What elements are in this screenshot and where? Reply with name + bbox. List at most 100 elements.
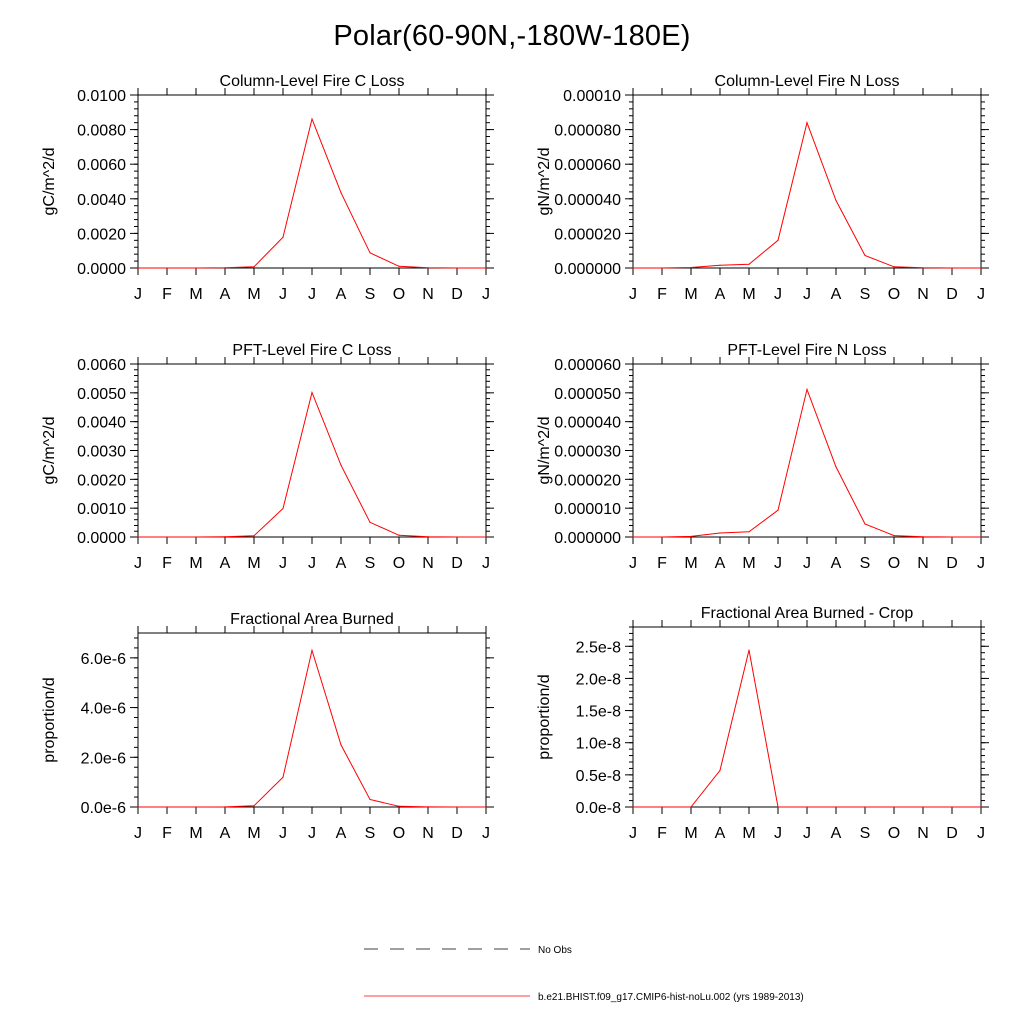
x-tick-label: O: [888, 555, 900, 572]
y-tick-label: 0.0020: [77, 226, 126, 243]
data-point: [893, 266, 895, 268]
x-tick-label: O: [888, 286, 900, 303]
x-tick-label: J: [279, 825, 287, 842]
x-tick-label: F: [162, 286, 172, 303]
x-tick-label: N: [422, 825, 434, 842]
y-tick-label: 0.0080: [77, 123, 126, 140]
x-tick-label: J: [629, 555, 637, 572]
data-point: [456, 267, 458, 269]
data-point: [224, 806, 226, 808]
chart-panel-4: PFT-Level Fire N Loss gN/m^2/d 0.000000 0.0…: [536, 342, 989, 572]
y-tick-label: 2.0e-8: [576, 671, 621, 688]
x-tick-label: J: [482, 286, 490, 303]
data-point: [340, 744, 342, 746]
legend: No Obs b.e21.BHIST.f09_g17.CMIP6-hist-no…: [364, 945, 804, 1003]
plot-frame: [632, 626, 982, 808]
y-tick-label: 0.000040: [554, 415, 621, 432]
data-point: [369, 521, 371, 523]
x-tick-label: A: [336, 555, 347, 572]
data-point: [806, 122, 808, 124]
x-tick-label: M: [189, 286, 202, 303]
x-tick-label: J: [774, 555, 782, 572]
x-tick-label: J: [774, 286, 782, 303]
data-point: [311, 649, 313, 652]
data-point: [282, 776, 284, 778]
y-tick-label: 0.000060: [554, 157, 621, 174]
y-tick-label: 0.0e-6: [81, 800, 126, 817]
data-point: [806, 806, 808, 808]
chart-panels: Column-Level Fire C Loss gC/m^2/d 0.0000 0.…: [41, 73, 989, 842]
data-point: [690, 535, 692, 538]
y-tick-label: 0.0010: [77, 501, 126, 518]
series-line: [138, 390, 486, 538]
series-line: [138, 117, 486, 269]
data-point: [777, 509, 779, 511]
data-point: [456, 536, 458, 538]
y-tick-label: 0.0060: [77, 357, 126, 374]
y-axis-label: proportion/d: [41, 677, 58, 762]
data-point: [340, 192, 342, 194]
x-tick-label: F: [162, 825, 172, 842]
data-point: [195, 536, 197, 538]
chart-panel-1: Column-Level Fire C Loss gC/m^2/d 0.0000 0.…: [41, 73, 494, 303]
x-tick-label: J: [803, 555, 811, 572]
x-tick-label: J: [134, 286, 142, 303]
y-tick-label: 0.0000: [77, 530, 126, 547]
plot-frame: [137, 632, 487, 808]
y-axis-label: gN/m^2/d: [536, 148, 553, 216]
y-tick-label: 0.0030: [77, 444, 126, 461]
y-tick-label: 0.0000: [77, 261, 126, 278]
y-tick-label: 0.000080: [554, 123, 621, 140]
data-point: [340, 464, 342, 466]
data-point: [864, 523, 866, 525]
y-tick-label: 1.5e-8: [576, 704, 621, 721]
y-tick-label: 0.000000: [554, 530, 621, 547]
x-tick-label: F: [657, 286, 667, 303]
data-point: [166, 267, 168, 269]
x-tick-label: J: [774, 825, 782, 842]
y-tick-label: 0.0e-8: [576, 800, 621, 817]
data-point: [427, 267, 429, 269]
data-point: [835, 466, 837, 468]
chart-title: Column-Level Fire N Loss: [715, 73, 900, 90]
y-tick-label: 0.000010: [554, 501, 621, 518]
chart-title: Fractional Area Burned: [230, 611, 394, 628]
chart-title: Fractional Area Burned - Crop: [701, 605, 914, 622]
x-tick-label: J: [308, 286, 316, 303]
y-tick-label: 0.000030: [554, 444, 621, 461]
plot-frame: [632, 94, 982, 269]
x-tick-label: A: [715, 286, 726, 303]
data-point: [719, 769, 721, 771]
legend-model-label: b.e21.BHIST.f09_g17.CMIP6-hist-noLu.002 …: [538, 992, 804, 1003]
figure-title: Polar(60-90N,-180W-180E): [333, 20, 691, 52]
x-tick-label: A: [220, 555, 231, 572]
y-tick-label: 6.0e-6: [81, 651, 126, 668]
x-tick-label: J: [279, 555, 287, 572]
series-line: [633, 387, 981, 538]
y-tick-label: 0.000060: [554, 357, 621, 374]
data-point: [690, 266, 692, 269]
x-tick-label: J: [977, 825, 985, 842]
x-tick-label: S: [365, 825, 376, 842]
y-tick-label: 0.0020: [77, 472, 126, 489]
y-tick-label: 2.0e-6: [81, 750, 126, 767]
data-point: [398, 805, 400, 807]
data-point: [980, 806, 982, 808]
y-tick-label: 0.000050: [554, 386, 621, 403]
data-point: [427, 536, 429, 538]
x-tick-label: N: [422, 286, 434, 303]
data-point: [893, 534, 895, 537]
data-point: [893, 806, 895, 808]
x-tick-label: M: [247, 555, 260, 572]
data-point: [195, 267, 197, 269]
chart-panel-5: Fractional Area Burned proportion/d 0.0e-6…: [41, 611, 494, 842]
x-tick-label: D: [946, 825, 958, 842]
x-tick-label: N: [422, 555, 434, 572]
data-point: [485, 267, 487, 269]
x-tick-label: N: [917, 555, 929, 572]
x-tick-label: J: [308, 825, 316, 842]
data-point: [980, 536, 982, 538]
chart-title: PFT-Level Fire N Loss: [727, 342, 886, 359]
y-tick-label: 0.000020: [554, 226, 621, 243]
